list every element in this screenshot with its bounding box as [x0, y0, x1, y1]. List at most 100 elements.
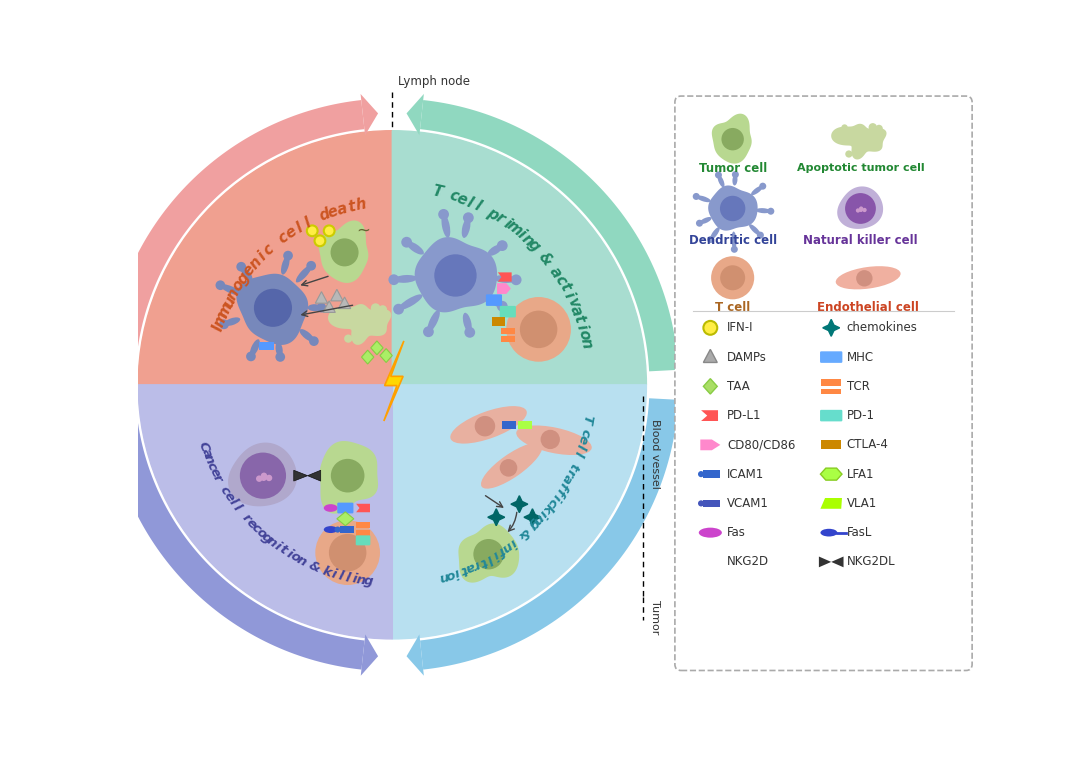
Text: chemokines: chemokines: [847, 322, 917, 335]
Polygon shape: [821, 498, 842, 509]
Circle shape: [283, 251, 293, 261]
Ellipse shape: [324, 504, 337, 512]
Ellipse shape: [481, 443, 542, 488]
Text: l: l: [483, 551, 494, 565]
Circle shape: [314, 235, 325, 246]
Text: l: l: [465, 194, 475, 210]
Text: Lymph node: Lymph node: [399, 75, 470, 88]
Polygon shape: [361, 351, 374, 364]
Polygon shape: [420, 399, 679, 670]
Circle shape: [216, 280, 225, 290]
Text: o: o: [254, 525, 269, 541]
Polygon shape: [415, 237, 498, 312]
Polygon shape: [236, 274, 308, 345]
Text: e: e: [243, 516, 258, 531]
Text: i: i: [255, 249, 269, 264]
Text: l: l: [473, 198, 483, 214]
Bar: [704, 500, 721, 507]
Circle shape: [720, 265, 745, 290]
Circle shape: [500, 459, 517, 477]
Text: m: m: [504, 218, 525, 239]
Circle shape: [307, 226, 318, 236]
Text: a: a: [559, 472, 575, 485]
Circle shape: [331, 239, 359, 267]
Text: &: &: [515, 525, 532, 542]
Text: r: r: [210, 472, 224, 485]
Polygon shape: [106, 100, 364, 376]
Polygon shape: [704, 379, 718, 394]
Circle shape: [767, 208, 774, 215]
Bar: [357, 522, 370, 528]
Text: e: e: [454, 190, 469, 208]
Text: Tumor: Tumor: [650, 600, 660, 635]
Text: c: c: [204, 459, 219, 472]
Text: FasL: FasL: [847, 526, 872, 539]
Text: i: i: [514, 227, 528, 242]
Text: i: i: [537, 507, 550, 520]
Circle shape: [732, 171, 739, 178]
Text: n: n: [530, 511, 546, 527]
Text: t: t: [346, 198, 357, 215]
FancyBboxPatch shape: [675, 96, 972, 671]
Text: n: n: [264, 534, 280, 550]
Ellipse shape: [308, 304, 321, 311]
Text: n: n: [578, 337, 595, 351]
Circle shape: [715, 171, 722, 178]
Text: i: i: [284, 547, 295, 561]
Text: g: g: [526, 516, 542, 532]
Bar: [822, 389, 841, 395]
Text: g: g: [234, 270, 253, 287]
Circle shape: [707, 236, 714, 243]
Text: n: n: [246, 255, 264, 272]
Circle shape: [275, 352, 285, 362]
Wedge shape: [392, 131, 646, 385]
Polygon shape: [384, 341, 404, 421]
Circle shape: [759, 183, 766, 190]
Circle shape: [475, 416, 495, 437]
Text: Blood vessel: Blood vessel: [650, 419, 660, 489]
Bar: [518, 421, 531, 429]
Text: f: f: [556, 479, 570, 491]
Polygon shape: [320, 441, 378, 514]
Polygon shape: [831, 556, 843, 567]
Circle shape: [520, 311, 557, 348]
Text: a: a: [335, 200, 349, 217]
Text: r: r: [493, 210, 507, 227]
FancyBboxPatch shape: [486, 294, 502, 306]
Text: i: i: [507, 536, 518, 549]
Ellipse shape: [732, 232, 736, 249]
Text: c: c: [447, 188, 460, 205]
Circle shape: [464, 327, 475, 338]
Polygon shape: [357, 504, 370, 512]
Circle shape: [863, 208, 867, 212]
Circle shape: [859, 207, 863, 211]
Text: n: n: [518, 231, 537, 249]
Circle shape: [541, 430, 560, 449]
Ellipse shape: [516, 425, 592, 455]
Text: t: t: [459, 562, 469, 577]
Text: r: r: [563, 466, 578, 479]
FancyBboxPatch shape: [500, 306, 516, 318]
Text: Apoptotic tumor cell: Apoptotic tumor cell: [797, 163, 925, 174]
Circle shape: [698, 471, 705, 477]
Ellipse shape: [224, 317, 241, 326]
Ellipse shape: [488, 245, 503, 256]
Circle shape: [393, 304, 404, 315]
Bar: [501, 328, 515, 334]
Text: VLA1: VLA1: [847, 497, 877, 510]
Text: a: a: [198, 447, 214, 459]
Circle shape: [266, 475, 272, 481]
Polygon shape: [323, 301, 335, 312]
Text: t: t: [477, 554, 489, 568]
Text: i: i: [490, 548, 501, 561]
Circle shape: [693, 193, 699, 200]
Text: l: l: [337, 569, 345, 583]
Text: ~: ~: [357, 222, 370, 239]
Text: t: t: [571, 313, 588, 325]
Text: l: l: [571, 449, 585, 457]
Text: CTLA-4: CTLA-4: [847, 438, 889, 451]
Circle shape: [388, 274, 399, 285]
Text: g: g: [363, 575, 374, 588]
Ellipse shape: [699, 217, 711, 224]
Text: &: &: [535, 249, 555, 268]
